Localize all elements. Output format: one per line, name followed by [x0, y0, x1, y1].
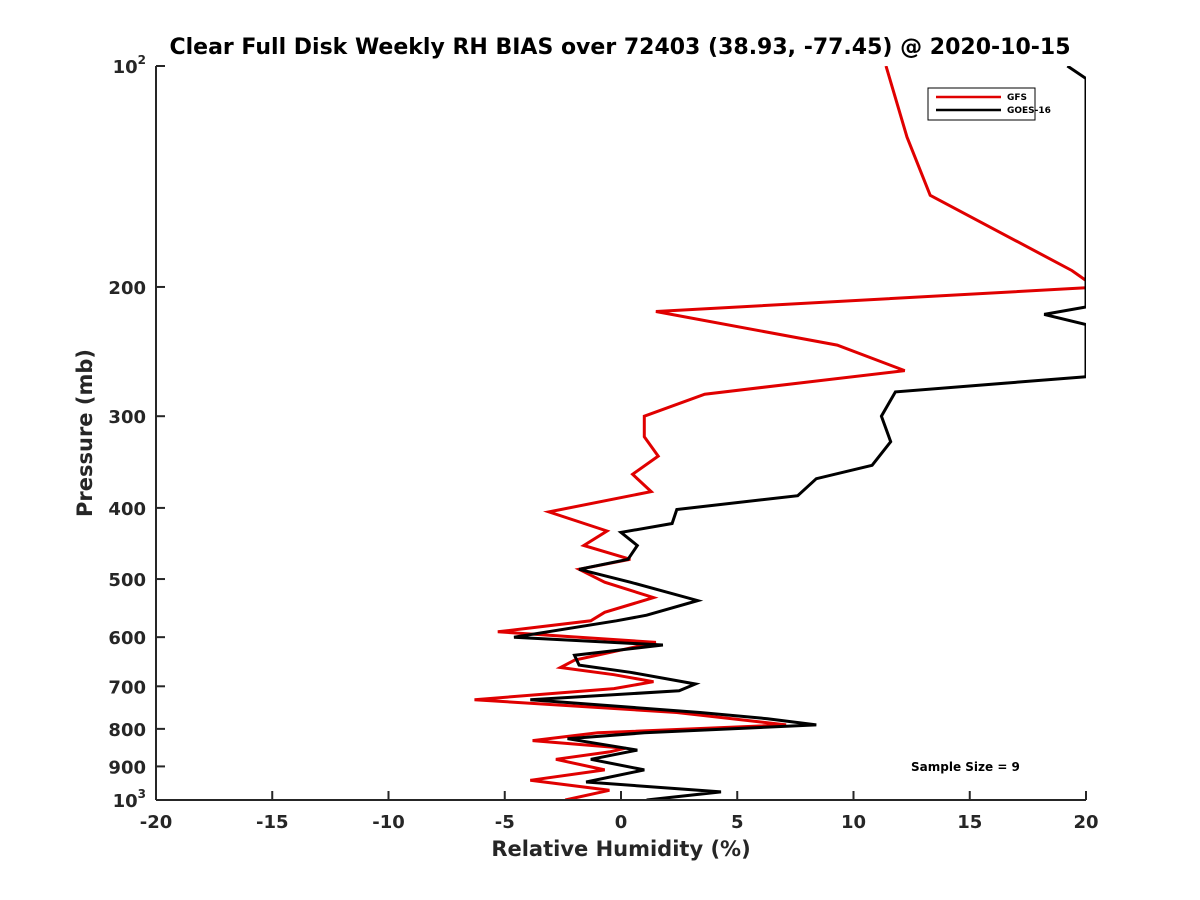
- x-tick-label: -10: [372, 812, 405, 833]
- series-line-gfs: [474, 66, 1086, 800]
- x-tick-label: 20: [1073, 812, 1098, 833]
- y-tick-group: 102 200 300 400 500 600 700 800 900 103: [108, 53, 165, 812]
- y-tick-label: 102: [113, 53, 146, 78]
- x-tick-label: 10: [841, 812, 866, 833]
- y-tick-label: 600: [108, 628, 146, 649]
- legend: GFS GOES-16: [927, 87, 1051, 121]
- x-tick-label: 0: [615, 812, 628, 833]
- y-tick-label: 500: [108, 570, 146, 591]
- legend-label-gfs: GFS: [1007, 93, 1027, 103]
- sample-size-annotation: Sample Size = 9: [911, 760, 1020, 774]
- y-tick-label: 900: [108, 757, 146, 778]
- y-axis-label: Pressure (mb): [73, 349, 97, 517]
- y-tick-label: 300: [108, 407, 146, 428]
- plot-area: -20 -15 -10 -5 0 5 10 15 20 102 200 300 400 500 600 70…: [108, 53, 1098, 833]
- x-tick-group: -20 -15 -10 -5 0 5 10 15 20: [140, 791, 1099, 833]
- series-line-goes16: [513, 66, 1086, 800]
- chart-title: Clear Full Disk Weekly RH BIAS over 7240…: [169, 35, 1070, 60]
- y-tick-label: 400: [108, 499, 146, 520]
- series-layer: [474, 66, 1086, 800]
- legend-label-goes16: GOES-16: [1007, 106, 1051, 116]
- x-tick-label: -5: [495, 812, 515, 833]
- x-tick-label: -15: [256, 812, 289, 833]
- x-axis-label: Relative Humidity (%): [491, 837, 750, 861]
- y-tick-label: 200: [108, 278, 146, 299]
- y-tick-label: 103: [113, 787, 146, 812]
- legend-box: [927, 87, 1036, 121]
- x-tick-label: -20: [140, 812, 173, 833]
- y-tick-label: 700: [108, 677, 146, 698]
- x-tick-label: 5: [731, 812, 744, 833]
- y-tick-label: 800: [108, 720, 146, 741]
- x-tick-label: 15: [957, 812, 982, 833]
